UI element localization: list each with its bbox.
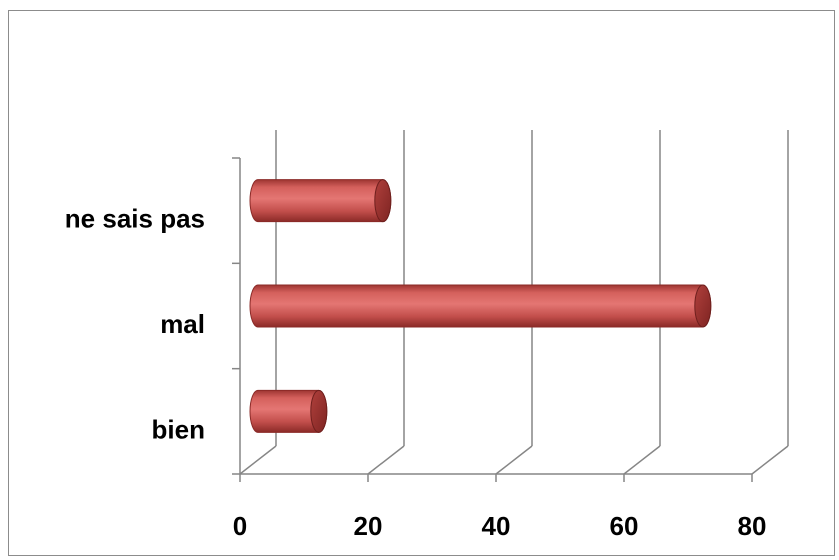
x-tick-label: 60	[610, 511, 639, 541]
bar	[249, 179, 392, 223]
axes	[232, 157, 753, 482]
chart-frame	[8, 10, 835, 556]
x-tick-label: 40	[482, 511, 511, 541]
category-label: ne sais pas	[65, 204, 205, 234]
floor-depth-line	[623, 445, 661, 475]
x-tick-label: 80	[738, 511, 767, 541]
floor-depth-line	[239, 445, 277, 475]
bar	[249, 284, 712, 328]
bars	[249, 179, 712, 433]
x-tick-label: 20	[354, 511, 383, 541]
category-label: bien	[152, 414, 205, 444]
floor-depth-line	[751, 445, 789, 475]
bar-end-cap	[374, 179, 392, 223]
labels: 0 20 40 60 80 bien mal ne sais pas	[65, 204, 767, 541]
x-tick-label: 0	[233, 511, 247, 541]
category-label: mal	[160, 309, 205, 339]
bar-end-cap	[310, 389, 328, 433]
floor-depth-line	[495, 445, 533, 475]
floor-depth-line	[367, 445, 405, 475]
bar-end-cap	[694, 284, 712, 328]
